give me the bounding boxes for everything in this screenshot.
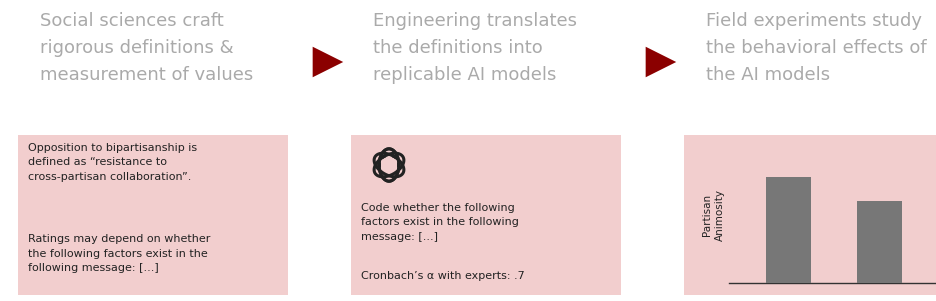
FancyBboxPatch shape [18, 135, 287, 295]
Bar [856, 201, 901, 283]
Text: Social sciences craft
rigorous definitions &
measurement of values: Social sciences craft rigorous definitio… [40, 12, 253, 84]
Bar [765, 177, 811, 283]
Text: Cronbach’s α with experts: .7: Cronbach’s α with experts: .7 [360, 271, 524, 281]
Y-axis label: Partisan
Animosity: Partisan Animosity [702, 189, 724, 241]
Text: Engineering translates
the definitions into
replicable AI models: Engineering translates the definitions i… [373, 12, 577, 84]
Text: Field experiments study
the behavioral effects of
the AI models: Field experiments study the behavioral e… [705, 12, 926, 84]
FancyBboxPatch shape [683, 135, 936, 295]
Text: Opposition to bipartisanship is
defined as “resistance to
cross-partisan collabo: Opposition to bipartisanship is defined … [28, 143, 197, 182]
FancyBboxPatch shape [351, 135, 621, 295]
Text: Ratings may depend on whether
the following factors exist in the
following messa: Ratings may depend on whether the follow… [28, 234, 211, 273]
Text: Code whether the following
factors exist in the following
message: [...]: Code whether the following factors exist… [360, 203, 519, 242]
